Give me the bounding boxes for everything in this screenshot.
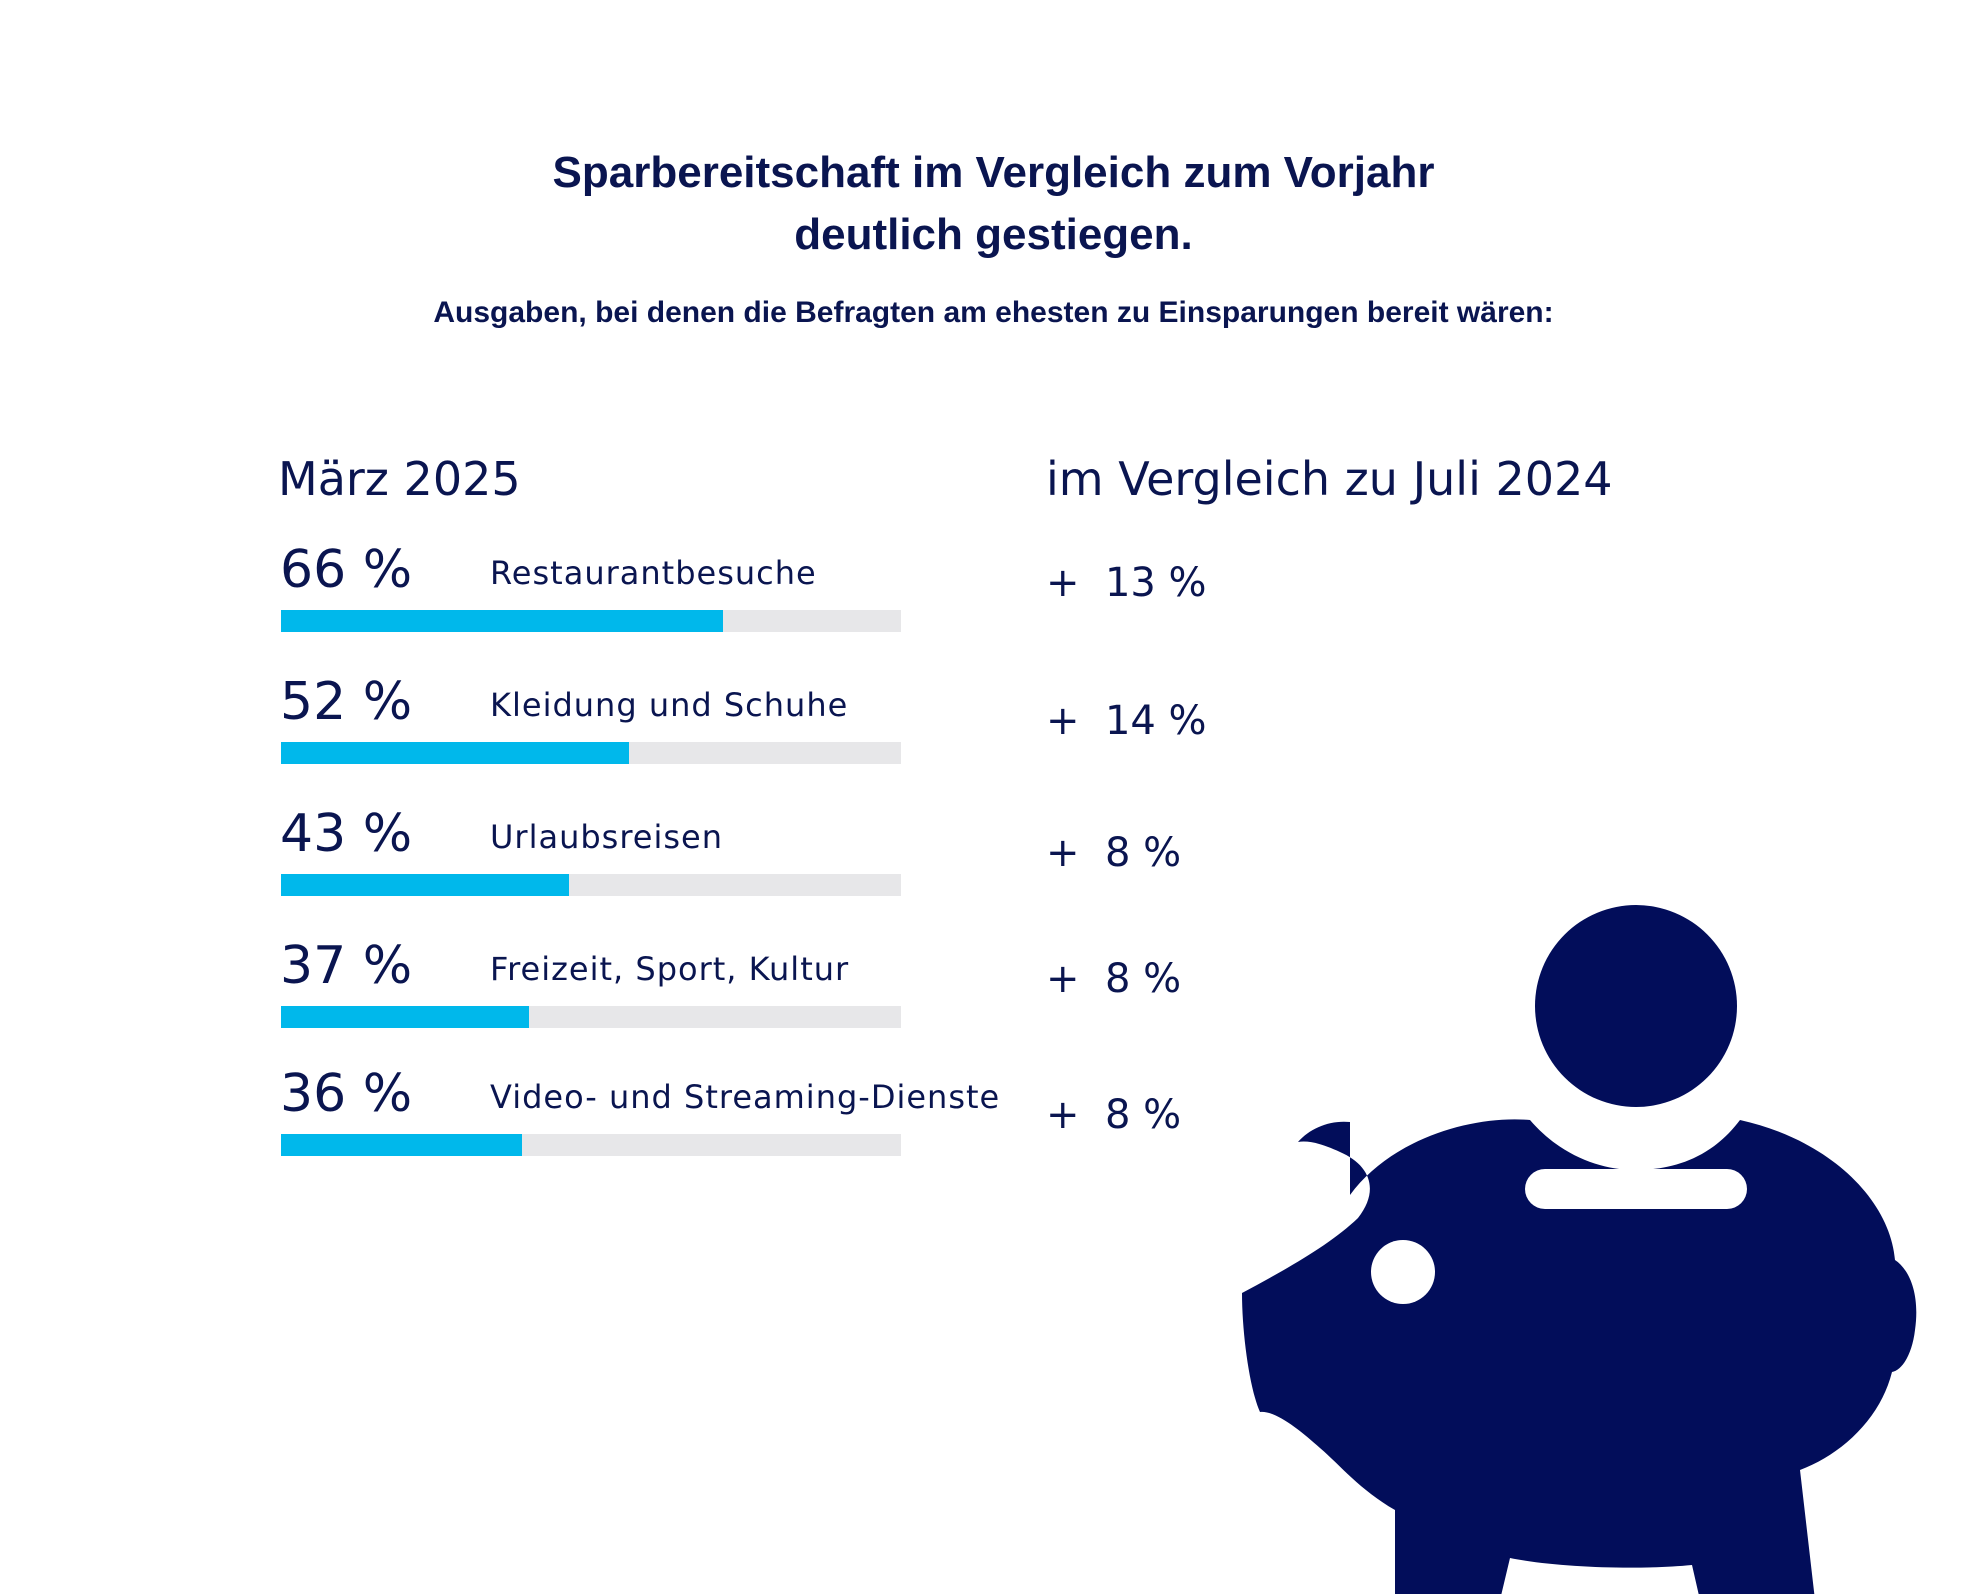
piggy-body <box>1242 1119 1917 1594</box>
bar-value-label: 43 % <box>280 804 413 864</box>
bar-track <box>281 1006 901 1028</box>
bar-track <box>281 1134 901 1156</box>
bar-category-label: Video- und Streaming-Dienste <box>490 1078 1001 1116</box>
bar-category-label: Freizeit, Sport, Kultur <box>490 950 850 988</box>
column-header-march-2025: März 2025 <box>278 452 521 506</box>
bar <box>281 742 629 764</box>
change-label: + 8 % <box>1046 830 1182 876</box>
change-label: + 14 % <box>1046 698 1207 744</box>
coin-shape <box>1535 905 1737 1107</box>
bar-track <box>281 874 901 896</box>
title-line-2: deutlich gestiegen. <box>794 210 1193 259</box>
title-line-1: Sparbereitschaft im Vergleich zum Vorjah… <box>552 148 1435 197</box>
bar <box>281 1134 522 1156</box>
piggy-bank-icon <box>1242 905 1917 1594</box>
bar-category-label: Kleidung und Schuhe <box>490 686 849 724</box>
bar-value-label: 52 % <box>280 672 413 732</box>
chart-title: Sparbereitschaft im Vergleich zum Vorjah… <box>0 142 1987 266</box>
bar-value-label: 66 % <box>280 540 413 600</box>
change-label: + 8 % <box>1046 956 1182 1002</box>
coin-slot <box>1525 1169 1747 1209</box>
bar-track <box>281 610 901 632</box>
bar-value-label: 36 % <box>280 1064 413 1124</box>
bar-value-label: 37 % <box>280 936 413 996</box>
bar <box>281 1006 529 1028</box>
bar <box>281 874 569 896</box>
bar-track <box>281 742 901 764</box>
change-label: + 13 % <box>1046 560 1207 606</box>
column-header-july-2024: im Vergleich zu Juli 2024 <box>1046 452 1613 506</box>
change-label: + 8 % <box>1046 1092 1182 1138</box>
piggy-eye <box>1371 1240 1435 1304</box>
bar <box>281 610 723 632</box>
bar-category-label: Restaurantbesuche <box>490 554 817 592</box>
chart-subtitle: Ausgaben, bei denen die Befragten am ehe… <box>433 296 1554 329</box>
bar-category-label: Urlaubsreisen <box>490 818 724 856</box>
